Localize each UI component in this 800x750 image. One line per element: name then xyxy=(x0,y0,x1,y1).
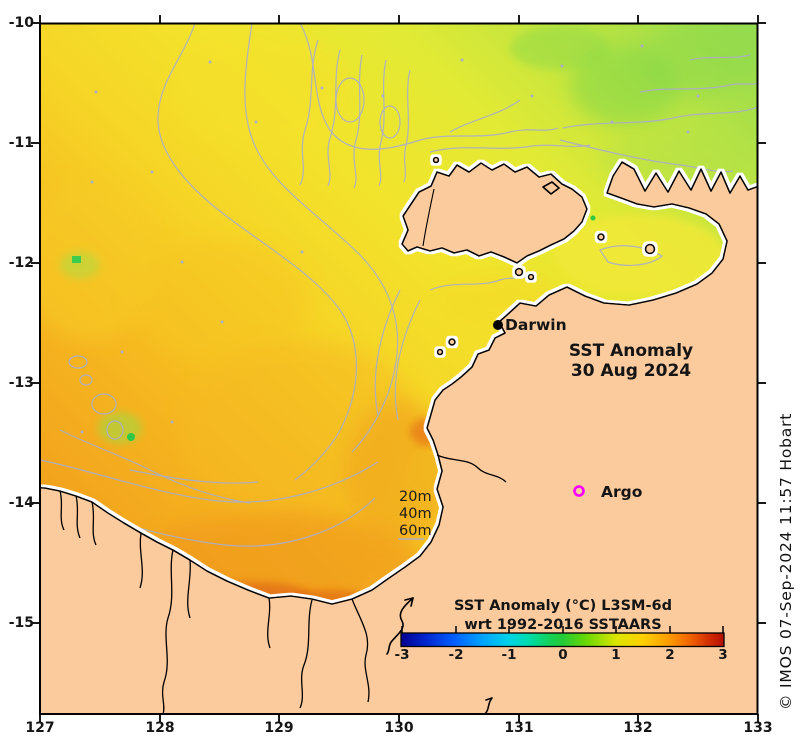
colorbar-tick-label: -1 xyxy=(501,647,517,663)
estuary-channels xyxy=(59,188,507,714)
contour-speckles xyxy=(80,44,700,434)
colorbar-tick-label: 2 xyxy=(665,647,675,663)
axis-ticks xyxy=(31,15,766,722)
lon-label: 132 xyxy=(623,720,653,736)
colorbar-tick-label: -3 xyxy=(394,647,410,663)
lon-label: 129 xyxy=(264,720,294,736)
small-island xyxy=(514,267,524,277)
map-title: SST Anomaly 30 Aug 2024 xyxy=(528,341,734,381)
lat-label: -12 xyxy=(8,255,34,271)
lon-label: 128 xyxy=(145,720,175,736)
colorbar-title-line1: SST Anomaly (°C) L3SM-6d xyxy=(454,598,672,614)
lon-label: 133 xyxy=(743,720,773,736)
small-island xyxy=(644,243,656,255)
lat-label: -15 xyxy=(8,615,34,631)
depth-label-60m: 60m xyxy=(399,523,432,539)
small-island xyxy=(597,233,605,241)
credit-text: © IMOS 07-Sep-2024 11:57 Hobart xyxy=(777,412,795,710)
lon-label: 130 xyxy=(384,720,414,736)
mainland-coast xyxy=(39,161,758,714)
depth-label-20m: 20m xyxy=(399,489,432,505)
colorbar-title: SST Anomaly (°C) L3SM-6d wrt 1992-2016 S… xyxy=(403,597,723,634)
argo-label: Argo xyxy=(601,483,643,501)
colorbar-tick-label: -2 xyxy=(448,647,464,663)
lat-label: -11 xyxy=(8,135,34,151)
colorbar-tick-label: 3 xyxy=(718,647,728,663)
colorbar xyxy=(400,626,725,648)
colorbar-gradient xyxy=(400,632,725,648)
lat-label: -14 xyxy=(8,495,34,511)
lat-label: -10 xyxy=(8,15,34,31)
small-island xyxy=(448,338,456,346)
land-layer xyxy=(39,156,758,714)
lon-label: 131 xyxy=(504,720,534,736)
lat-label: -13 xyxy=(8,375,34,391)
map-title-line2: 30 Aug 2024 xyxy=(570,360,692,381)
colorbar-tick-label: 1 xyxy=(611,647,621,663)
lon-label: 127 xyxy=(25,720,55,736)
small-island xyxy=(436,348,444,356)
darwin-marker xyxy=(493,320,503,330)
small-island xyxy=(527,273,535,281)
current-arrow-glyph xyxy=(386,597,493,714)
depth-label-40m: 40m xyxy=(399,506,432,522)
colorbar-tick-label: 0 xyxy=(558,647,568,663)
argo-marker xyxy=(573,485,585,497)
small-island xyxy=(432,156,440,164)
darwin-label: Darwin xyxy=(505,316,567,334)
small-island xyxy=(542,181,560,195)
tiwi-islands xyxy=(401,162,588,264)
colorbar-title-line2: wrt 1992-2016 SSTAARS xyxy=(464,616,662,633)
bathymetry-contours xyxy=(39,23,758,547)
map-title-line1: SST Anomaly xyxy=(568,341,694,361)
